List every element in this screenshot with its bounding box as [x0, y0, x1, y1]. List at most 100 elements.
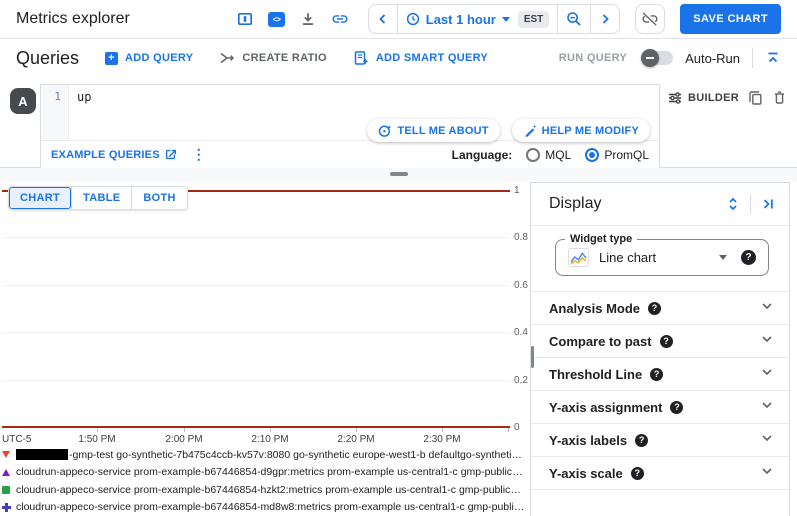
query-editor-section: A 1 up TELL ME ABOUT HELP ME MODIFY EXAM… [0, 77, 797, 168]
x-tick-label: 2:30 PM [423, 434, 461, 445]
section-label: Compare to past [549, 333, 652, 349]
legend-row[interactable]: cloudrun-appeco-service prom-example-b67… [2, 481, 526, 499]
tab-table[interactable]: TABLE [71, 187, 132, 209]
x-tick [184, 428, 185, 432]
time-range-selector[interactable]: Last 1 hour EST [398, 5, 558, 33]
legend-row[interactable]: -gmp-test go-synthetic-7b475c4ccb-kv57v:… [2, 446, 526, 464]
unfold-more-icon[interactable] [726, 197, 740, 211]
link-off-button[interactable] [635, 4, 666, 34]
help-icon[interactable]: ? [659, 334, 673, 348]
widget-type-select[interactable]: Widget type Line chart ? [555, 233, 769, 276]
x-tick [270, 428, 271, 432]
gridline [2, 285, 510, 286]
legend-label: -gmp-test go-synthetic-7b475c4ccb-kv57v:… [69, 448, 526, 461]
section-analysis-mode[interactable]: Analysis Mode ? [531, 292, 789, 325]
language-option-promql[interactable]: PromQL [585, 147, 649, 162]
x-tick-label: 1:50 PM [78, 434, 116, 445]
edit-sparkle-icon [525, 124, 536, 137]
widget-type-block: Widget type Line chart ? [531, 226, 789, 291]
scrollbar-thumb[interactable] [531, 346, 534, 368]
divider [531, 225, 789, 226]
section-threshold-line[interactable]: Threshold Line ? [531, 358, 789, 391]
tab-both[interactable]: BOTH [131, 187, 187, 209]
builder-controls: BUILDER [668, 90, 787, 105]
legend-row[interactable]: cloudrun-appeco-service prom-example-b67… [2, 499, 526, 516]
code-area[interactable]: 1 up [41, 85, 659, 141]
timezone-axis-label: UTC-5 [2, 434, 32, 445]
tell-me-about-button[interactable]: TELL ME ABOUT [367, 119, 500, 142]
top-bar-actions: <> Last 1 hour EST [237, 4, 781, 34]
help-icon[interactable]: ? [648, 301, 662, 315]
widget-type-help-icon[interactable]: ? [741, 250, 756, 265]
y-tick-label: 0.8 [514, 232, 528, 243]
x-tick-label: 2:10 PM [251, 434, 289, 445]
smart-query-icon [354, 51, 369, 65]
add-smart-query-button[interactable]: ADD SMART QUERY [353, 50, 488, 66]
help-icon[interactable]: ? [635, 433, 649, 447]
legend-row[interactable]: cloudrun-appeco-service prom-example-b67… [2, 464, 526, 482]
tab-chart[interactable]: CHART [9, 187, 71, 209]
help-icon[interactable]: ? [670, 400, 684, 414]
divider [750, 194, 751, 214]
pane-splitter [0, 168, 797, 182]
more-options-icon[interactable]: ⋮ [191, 146, 206, 162]
drag-handle[interactable] [389, 172, 408, 176]
clock-icon [406, 12, 419, 26]
example-queries-link[interactable]: EXAMPLE QUERIES [51, 149, 176, 161]
builder-toggle-button[interactable]: BUILDER [668, 91, 739, 105]
section-y-axis-scale[interactable]: Y-axis scale ? [531, 457, 789, 490]
time-forward-button[interactable] [591, 5, 619, 33]
series-line-value-0 [2, 426, 510, 428]
insights-icon [379, 124, 392, 137]
x-tick [508, 428, 509, 432]
create-ratio-button[interactable]: CREATE RATIO [219, 50, 327, 66]
query-code[interactable]: up [77, 90, 92, 104]
code-icon[interactable]: <> [267, 11, 285, 27]
help-icon[interactable]: ? [650, 367, 664, 381]
create-ratio-label: CREATE RATIO [242, 52, 327, 64]
legend-label: cloudrun-appeco-service prom-example-b67… [16, 501, 526, 514]
collapse-panel-icon[interactable] [761, 197, 775, 211]
auto-run-label: Auto-Run [685, 50, 740, 66]
section-y-axis-assignment[interactable]: Y-axis assignment ? [531, 391, 789, 424]
feedback-icon[interactable] [237, 11, 253, 27]
y-tick-label: 0.2 [514, 375, 528, 386]
queries-bar: Queries + ADD QUERY CREATE RATIO ADD SMA… [0, 39, 797, 77]
time-range-group: Last 1 hour EST [367, 4, 621, 34]
link-icon[interactable] [331, 10, 349, 28]
run-query-button[interactable]: RUN QUERY [558, 52, 628, 64]
editor-footer: EXAMPLE QUERIES ⋮ Language: MQL PromQL [41, 141, 659, 168]
copy-query-icon[interactable] [748, 90, 763, 105]
section-y-axis-labels[interactable]: Y-axis labels ? [531, 424, 789, 457]
timezone-badge[interactable]: EST [517, 10, 550, 28]
add-query-label: ADD QUERY [125, 52, 194, 64]
language-option-mql[interactable]: MQL [526, 147, 571, 162]
help-icon[interactable]: ? [630, 466, 644, 480]
save-chart-button[interactable]: SAVE CHART [680, 4, 781, 34]
line-chart-plot[interactable] [2, 190, 510, 428]
delete-query-icon[interactable] [772, 90, 787, 105]
chevron-down-icon [761, 365, 773, 383]
section-compare-to-past[interactable]: Compare to past ? [531, 325, 789, 358]
radio-selected-icon [585, 147, 600, 162]
divider [752, 48, 753, 68]
time-back-button[interactable] [369, 5, 397, 33]
widget-type-value: Line chart [599, 250, 657, 265]
link-off-icon [642, 11, 658, 27]
y-tick-label: 0 [514, 422, 520, 433]
redacted-text [16, 449, 68, 461]
zoom-out-button[interactable] [558, 5, 590, 33]
collapse-up-icon[interactable] [765, 50, 781, 66]
auto-run-toggle[interactable] [641, 49, 674, 67]
add-query-button[interactable]: + ADD QUERY [105, 51, 194, 65]
section-label: Y-axis labels [549, 432, 628, 448]
view-tabs: CHART TABLE BOTH [8, 186, 188, 210]
divider [557, 5, 559, 33]
chevron-down-icon [761, 398, 773, 416]
help-me-modify-button[interactable]: HELP ME MODIFY [511, 119, 650, 142]
square-marker-icon [2, 485, 16, 494]
query-letter-badge[interactable]: A [10, 88, 36, 114]
tune-icon [669, 91, 681, 104]
download-icon[interactable] [300, 11, 316, 27]
